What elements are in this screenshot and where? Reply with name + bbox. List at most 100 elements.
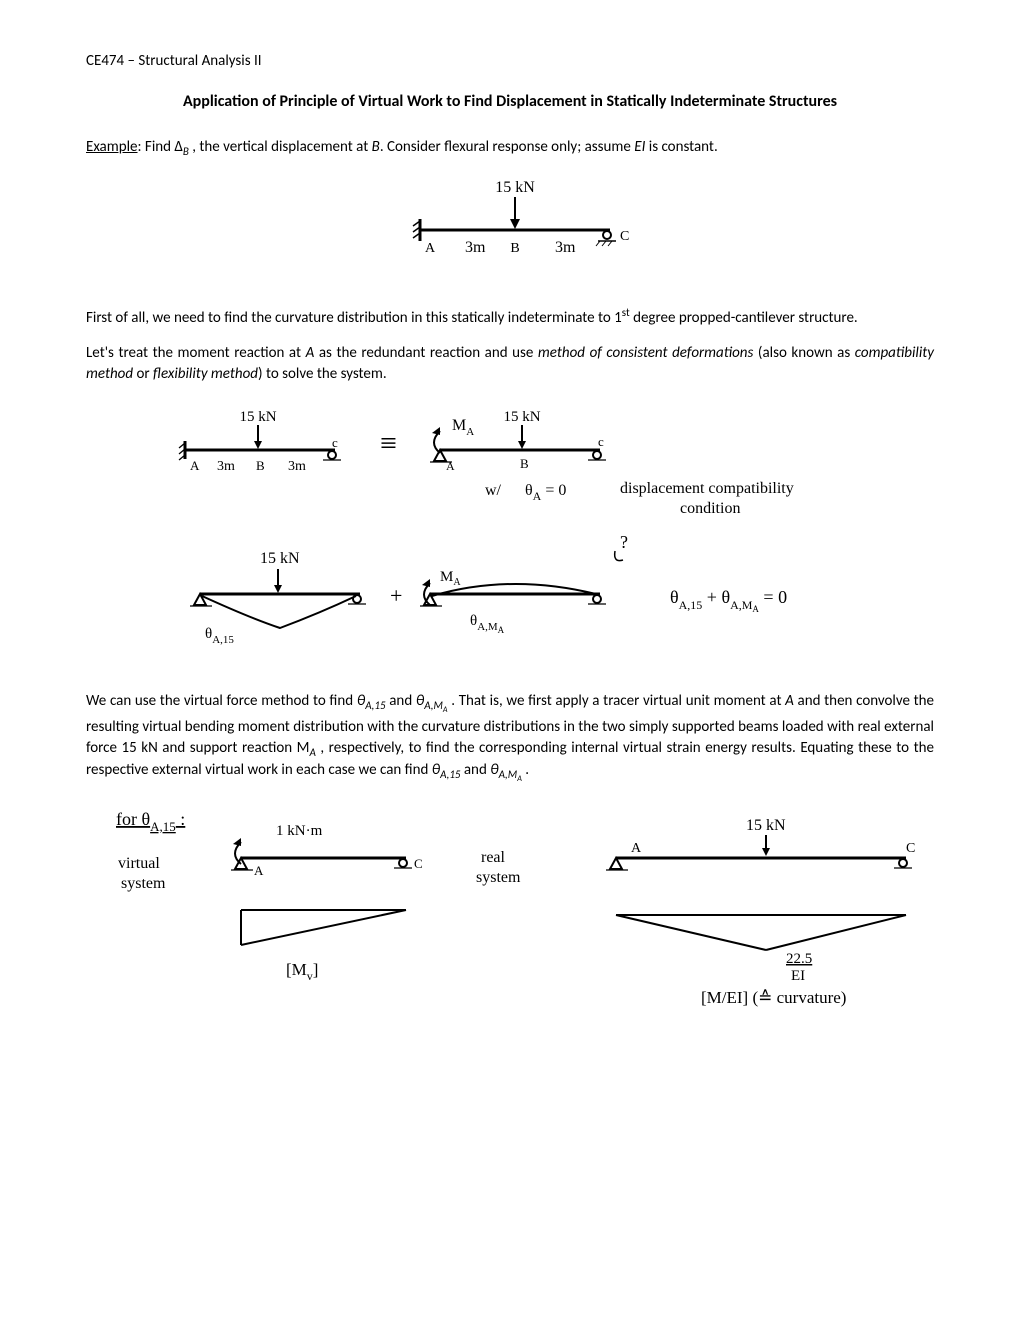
val: 22.5	[786, 951, 812, 967]
A: A	[631, 841, 642, 856]
pin	[610, 858, 622, 869]
curv-left	[616, 915, 766, 950]
sup: st	[622, 306, 630, 319]
load-label: 15 kN	[239, 409, 276, 425]
load: 15 kN	[746, 817, 786, 834]
roller	[899, 859, 907, 867]
txt: is constant.	[645, 138, 717, 156]
figure-1: 15 kN A 3m B 3m C	[86, 177, 934, 277]
compat-eq: θA,15 + θA,MA = 0	[670, 587, 787, 614]
mv-diag	[241, 910, 406, 945]
virtual2: system	[121, 875, 166, 892]
virtual1: virtual	[118, 855, 160, 872]
label-A: A	[425, 241, 436, 256]
delta: Δ	[174, 138, 182, 156]
roller	[593, 451, 601, 459]
method3: flexibility method	[153, 365, 258, 383]
example-label: Example	[86, 138, 138, 156]
para-1: First of all, we need to find the curvat…	[86, 305, 934, 329]
question: ?	[620, 532, 628, 552]
arrowhead-icon	[233, 838, 241, 846]
span: 3m	[217, 459, 235, 474]
EI: EI	[791, 968, 805, 984]
para-3: We can use the virtual force method to f…	[86, 691, 934, 785]
MA: M	[297, 739, 310, 757]
label-B: B	[510, 241, 519, 256]
C: C	[414, 856, 423, 871]
for-label: for θA,15 :	[116, 809, 185, 834]
span-A: 3m	[465, 239, 486, 256]
roller	[399, 859, 407, 867]
moment: 1 kN·m	[276, 823, 323, 839]
C: c	[598, 434, 604, 449]
A: A	[306, 344, 315, 362]
load2: 15 kN	[260, 550, 300, 567]
course-header: CE474 – Structural Analysis II	[86, 52, 934, 70]
thetaA: θA = 0	[525, 482, 566, 503]
txt: and	[460, 761, 490, 779]
MA: MA	[452, 417, 474, 438]
arrowhead-icon	[422, 579, 430, 587]
txt: We can use the virtual force method to f…	[86, 692, 357, 710]
beam-diagram-1: 15 kN A 3m B 3m C	[380, 177, 640, 277]
C: C	[906, 841, 915, 856]
roller-support	[603, 231, 611, 239]
txt: or	[133, 365, 153, 383]
txt: degree propped-cantilever structure.	[630, 309, 858, 327]
sub: A,15	[440, 768, 460, 781]
txt: First of all, we need to find the curvat…	[86, 309, 622, 327]
txt: and	[386, 692, 416, 710]
sub: A,MA	[499, 768, 522, 781]
roller	[328, 451, 336, 459]
arrowhead-icon	[518, 441, 526, 449]
theta: θ	[357, 692, 365, 710]
question-mark	[615, 551, 623, 561]
figure-2: 15 kN A 3m B 3m c ≡ MA 15 kN	[86, 403, 934, 663]
pin	[194, 594, 206, 605]
txt: (also known as	[753, 344, 854, 362]
arrowhead-icon	[254, 441, 262, 449]
arrowhead-icon	[762, 848, 770, 856]
para-2: Let's treat the moment reaction at A as …	[86, 343, 934, 385]
A: A	[190, 458, 200, 473]
arrowhead-icon	[274, 585, 282, 593]
page: CE474 – Structural Analysis II Applicati…	[0, 0, 1020, 1320]
MEI-label: [M/EI] (≙ curvature)	[701, 988, 846, 1007]
B: B	[256, 458, 265, 473]
page-title: Application of Principle of Virtual Work…	[86, 92, 934, 111]
deflection	[202, 596, 356, 628]
txt: as the redundant reaction and use	[314, 344, 538, 362]
txt: : Find	[138, 138, 175, 156]
A: A	[446, 459, 455, 473]
example-line: Example: Find ΔB , the vertical displace…	[86, 137, 934, 159]
Mv-label: [Mv]	[286, 960, 318, 983]
C: c	[332, 435, 338, 450]
real2: system	[476, 869, 521, 886]
curv-right	[766, 915, 906, 950]
virtual-real-diagram: for θA,15 : virtual system 1 kN·m A C [M…	[86, 800, 934, 1010]
B: B	[520, 456, 529, 471]
roller	[593, 595, 601, 603]
span-B: 3m	[555, 239, 576, 256]
A: A	[254, 863, 264, 878]
theta: θ	[432, 761, 440, 779]
label-C: C	[620, 229, 629, 244]
theta15: θA,15	[205, 626, 234, 646]
B: B	[372, 138, 380, 156]
txt: . That is, we first apply a tracer virtu…	[448, 692, 786, 710]
txt: ) to solve the system.	[258, 365, 387, 383]
txt: .	[522, 761, 529, 779]
superposition-diagram: 15 kN A 3m B 3m c ≡ MA 15 kN	[130, 403, 890, 663]
plus: +	[390, 583, 402, 608]
txt: . Consider flexural response only; assum…	[380, 138, 634, 156]
pin	[434, 450, 446, 461]
A: A	[785, 692, 794, 710]
arrowhead-icon	[510, 219, 520, 229]
disp1: displacement compatibility	[620, 480, 794, 497]
load-label: 15 kN	[495, 179, 535, 196]
real1: real	[481, 849, 506, 866]
MA2: MA	[440, 569, 461, 588]
theta: θ	[490, 761, 498, 779]
load: 15 kN	[503, 409, 540, 425]
sub: A,MA	[424, 699, 447, 712]
